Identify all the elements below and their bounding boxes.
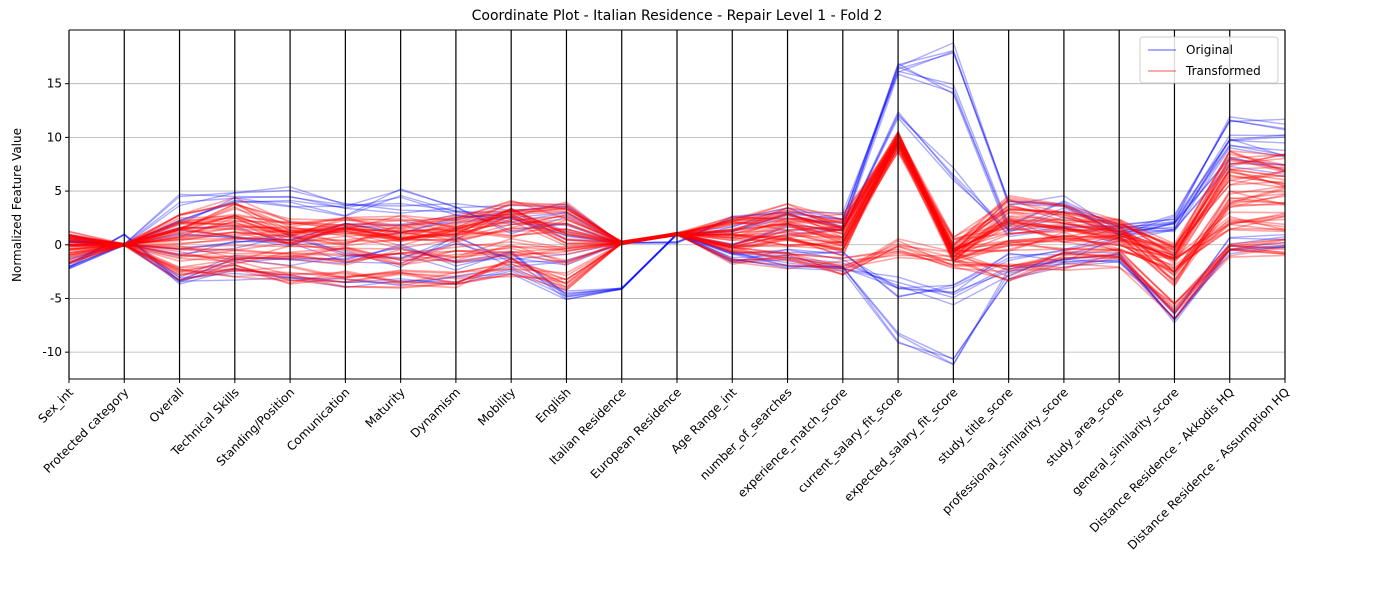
y-ticks-layer: -10 -5 0 5 10 15 (42, 77, 69, 359)
chart-title: Coordinate Plot - Italian Residence - Re… (472, 8, 883, 24)
y-tick-label-4: 10 (47, 130, 62, 144)
legend: Original Transformed (1139, 36, 1279, 84)
y-tick-label-0: -10 (42, 345, 62, 359)
y-axis-title: Normalized Feature Value (10, 128, 24, 282)
y-tick-label-2: 0 (54, 238, 62, 252)
legend-label-1: Transformed (1185, 64, 1261, 78)
y-tick-label-5: 15 (47, 77, 62, 91)
legend-label-0: Original (1186, 43, 1233, 57)
axes-layer (68, 29, 1286, 380)
legend-box (1139, 36, 1279, 84)
y-tick-label-3: 5 (54, 184, 62, 198)
y-tick-label-1: -5 (50, 291, 62, 305)
